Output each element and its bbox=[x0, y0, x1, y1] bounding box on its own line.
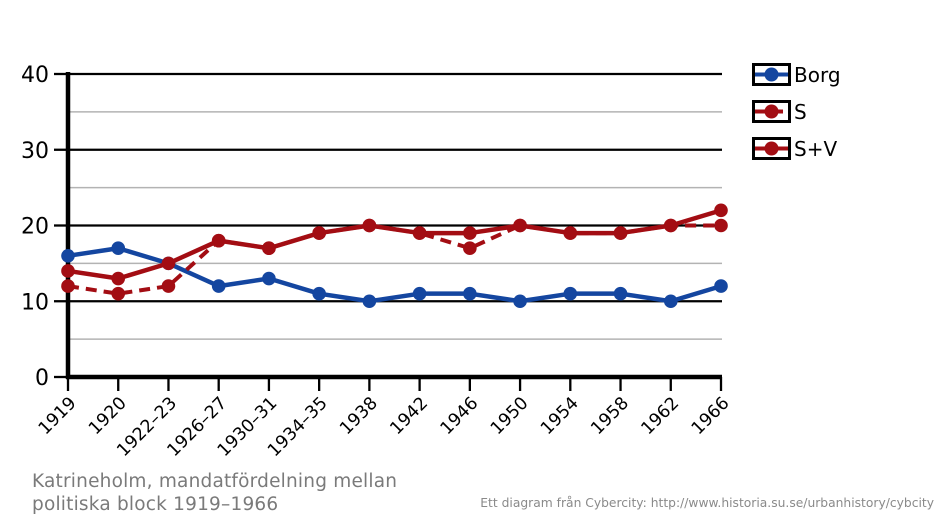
data-point-borg bbox=[412, 286, 427, 301]
x-tick-label: 1966 bbox=[688, 393, 734, 439]
data-point-s bbox=[463, 241, 477, 256]
data-point-s-v bbox=[513, 218, 527, 233]
data-point-borg bbox=[312, 286, 326, 301]
data-point-s-v bbox=[412, 226, 427, 240]
x-tick-label: 1919 bbox=[35, 393, 81, 439]
data-point-s-v bbox=[312, 226, 326, 240]
y-tick-label: 10 bbox=[21, 290, 49, 315]
data-point-borg bbox=[262, 271, 276, 286]
legend-label-borg: Borg bbox=[794, 62, 841, 87]
data-point-s-v bbox=[262, 241, 276, 256]
legend-label-s-v: S+V bbox=[794, 136, 838, 161]
data-point-s-v bbox=[111, 271, 126, 286]
chart-title: Katrineholm, mandatfördelning mellan pol… bbox=[32, 471, 397, 516]
series-borg bbox=[61, 241, 728, 309]
series-s-v bbox=[61, 203, 728, 286]
legend-swatch-icon bbox=[752, 137, 791, 160]
legend-swatch-icon bbox=[752, 63, 791, 86]
data-point-s-v bbox=[613, 226, 628, 240]
line-chart: 0 10 20 30 40 1919 19201922–231926–271930–3119… bbox=[21, 63, 734, 461]
minor-gridlines bbox=[68, 111, 722, 340]
data-point-borg bbox=[513, 294, 527, 309]
data-point-borg bbox=[362, 294, 377, 309]
x-tick-label: 1942 bbox=[387, 393, 433, 439]
chart-title-line-1: Katrineholm, mandatfördelning mellan bbox=[32, 471, 398, 492]
legend-swatch-icon bbox=[752, 100, 791, 123]
y-tick-label: 20 bbox=[21, 215, 49, 240]
x-tick-label: 1946 bbox=[437, 393, 483, 439]
data-point-s-v bbox=[362, 218, 377, 233]
y-ticks: 0 10 20 30 40 bbox=[21, 63, 68, 391]
data-point-s-v bbox=[463, 226, 477, 240]
y-tick-label: 0 bbox=[35, 366, 49, 391]
series-line-borg bbox=[67, 245, 722, 304]
x-tick-label: 1954 bbox=[537, 393, 583, 439]
data-point-borg bbox=[463, 286, 477, 301]
x-tick-label: 1950 bbox=[487, 393, 533, 439]
x-tick-label: 1962 bbox=[638, 393, 684, 439]
data-point-s bbox=[111, 286, 126, 301]
x-tick-label: 1938 bbox=[336, 393, 382, 439]
data-point-s-v bbox=[714, 203, 728, 218]
data-point-s bbox=[161, 279, 176, 293]
chart-title-line-2: politiska block 1919–1966 bbox=[32, 493, 279, 515]
legend-item-s: S bbox=[752, 99, 841, 124]
data-point-s-v bbox=[61, 264, 75, 278]
series-line-s-v bbox=[67, 208, 722, 281]
attribution: Ett diagram från Cybercity: http://www.h… bbox=[480, 496, 934, 510]
data-point-s-v bbox=[663, 218, 678, 233]
y-tick-label: 30 bbox=[21, 139, 49, 164]
data-point-borg bbox=[61, 249, 75, 263]
data-point-s bbox=[714, 218, 728, 233]
data-point-s-v bbox=[161, 256, 176, 271]
data-point-s-v bbox=[211, 233, 226, 248]
legend: Borg S S+V bbox=[752, 63, 841, 174]
legend-item-borg: Borg bbox=[752, 62, 841, 87]
x-tick-label: 1920 bbox=[85, 393, 131, 439]
major-gridlines bbox=[68, 72, 722, 303]
x-tick-label: 1958 bbox=[587, 393, 633, 439]
legend-label-s: S bbox=[794, 99, 807, 124]
data-point-borg bbox=[111, 241, 126, 256]
data-point-borg bbox=[211, 279, 226, 293]
data-point-borg bbox=[714, 279, 728, 293]
legend-item-s-v: S+V bbox=[752, 136, 841, 161]
y-tick-label: 40 bbox=[21, 63, 49, 88]
data-point-s bbox=[61, 279, 75, 293]
data-point-borg bbox=[663, 294, 678, 309]
data-point-s-v bbox=[563, 226, 578, 240]
data-point-borg bbox=[613, 286, 628, 301]
data-point-borg bbox=[563, 286, 578, 301]
